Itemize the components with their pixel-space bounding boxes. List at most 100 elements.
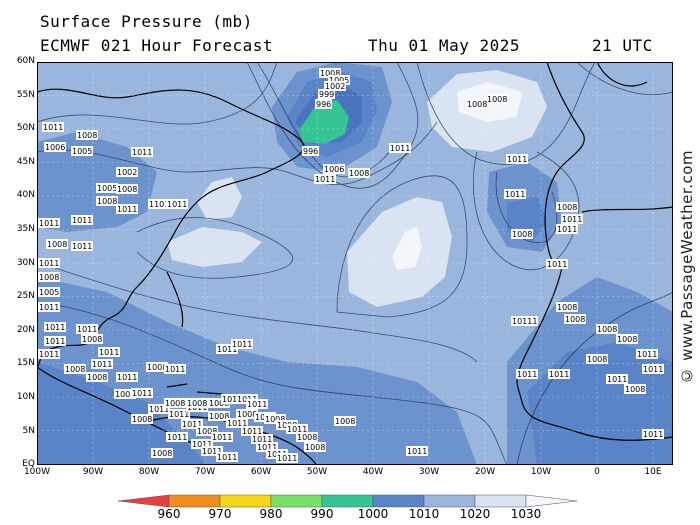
pressure-label-bg [42, 122, 64, 132]
pressure-label: 1011 [39, 303, 59, 312]
lat-tick-label: 20N [16, 324, 35, 335]
isobar [495, 171, 558, 244]
pressure-label-bg [116, 184, 138, 194]
pressure-label-bg [596, 324, 618, 334]
pressure-label: 1008 [349, 169, 369, 178]
pressure-label-bg [76, 130, 98, 140]
pressure-label: 1008 [97, 197, 117, 206]
pressure-label: 1011 [92, 360, 112, 369]
lat-tick-label: 30N [16, 257, 35, 268]
isobar [472, 151, 580, 271]
pressure-label-bg [348, 168, 370, 178]
pressure-label: 1011 [39, 350, 59, 359]
pressure-label: 1011 [517, 370, 537, 379]
pressure-label: 1008 [625, 385, 645, 394]
pressure-label-bg [191, 439, 213, 449]
pressure-label: 1011 [99, 348, 119, 357]
forecast-date: Thu 01 May 2025 [368, 36, 520, 55]
pressure-label: 1011 [607, 375, 627, 384]
lon-tick-label: 0 [594, 467, 600, 477]
pressure-label-bg [38, 258, 60, 268]
isobar [37, 301, 508, 465]
pressure-label-bg [208, 411, 230, 421]
pressure-label-bg [624, 384, 646, 394]
isobar [37, 62, 278, 125]
lon-tick-label: 50W [306, 467, 328, 477]
pressure-label-bg [586, 354, 608, 364]
pressure-label-bg [616, 334, 638, 344]
pressure-label-bg [76, 324, 98, 334]
pressure-label-bg [296, 432, 318, 442]
pressure-label: 1008 [512, 230, 532, 239]
pressure-label: 1008 [487, 95, 507, 104]
lat-tick-label: 15N [16, 358, 35, 369]
pressure-label-bg [564, 314, 586, 324]
pressure-label: 1011 [45, 337, 65, 346]
coastline-mediterranean [581, 206, 673, 213]
model-label: ECMWF 021 Hour Forecast [40, 36, 274, 55]
lon-tick-label: 30W [418, 467, 440, 477]
pressure-label-bg [181, 419, 203, 429]
pressure-label: 1011 [72, 242, 92, 251]
pressure-label-bg [561, 214, 583, 224]
lon-tick-label: 10W [530, 467, 552, 477]
pressure-label-bg [44, 322, 66, 332]
pressure-label-bg [38, 272, 60, 282]
pressure-label-bg [319, 68, 341, 78]
pressure-label: 1011 [222, 395, 242, 404]
pressure-label: 1011 [217, 453, 237, 462]
pressure-label-bg [38, 349, 60, 359]
pressure-label: 1011 [643, 430, 663, 439]
pressure-label: 1008 [557, 203, 577, 212]
pressure-label-bg [216, 344, 238, 354]
pressure-label-bg [231, 339, 253, 349]
isobar [37, 261, 478, 363]
pressure-label-bg [164, 364, 186, 374]
pressure-label: 1008 [147, 363, 167, 372]
pressure-label-bg [226, 418, 248, 428]
lat-tick-label: 60N [16, 56, 35, 66]
pressure-label: 1008 [65, 365, 85, 374]
low-zone-core [299, 100, 349, 144]
pressure-label-bg [334, 416, 356, 426]
isobar [576, 62, 673, 96]
pressure-label-bg [164, 398, 186, 408]
lat-tick-label: 55N [16, 89, 35, 100]
pressure-label-bg [264, 414, 286, 424]
pressure-label: 1011 [217, 345, 237, 354]
pressure-label: 1011 [252, 435, 272, 444]
legend-swatch [270, 494, 323, 508]
pressure-label: 1011 [132, 148, 152, 157]
pressure-label: 1008 [297, 433, 317, 442]
pressure-label-bg [116, 167, 138, 177]
pressure-label-bg [96, 196, 118, 206]
pressure-label-bg [91, 359, 113, 369]
pressure-label: 1011 [277, 454, 297, 463]
pressure-label-bg [71, 146, 93, 156]
pressure-label-bg [221, 394, 243, 404]
pressure-label: 1006 [45, 143, 65, 152]
pressure-label: 1008 [197, 427, 217, 436]
pressure-label: 1011 [149, 405, 169, 414]
lon-tick-label: 40W [362, 467, 384, 477]
pressure-label: 1011 [45, 323, 65, 332]
pressure-label-bg [166, 199, 188, 209]
pressure-label: 1011 [407, 447, 427, 456]
pressure-label: 1008 [82, 335, 102, 344]
pressure-label: 996 [316, 100, 331, 109]
pressure-label: 1008 [87, 373, 107, 382]
pressure-label: 1011 [557, 225, 577, 234]
pressure-label-bg [211, 432, 233, 442]
pressure-label-bg [98, 347, 120, 357]
pressure-label-bg [511, 229, 533, 239]
pressure-label-bg [323, 164, 345, 174]
pressure-label: 1011 [315, 175, 335, 184]
pressure-label-bg [328, 75, 350, 85]
pressure-label-bg [246, 399, 268, 409]
legend-label: 1010 [408, 507, 440, 521]
pressure-label-bg [148, 199, 175, 209]
pressure-label-bg [236, 409, 258, 419]
pressure-label: 1011 [390, 144, 410, 153]
pressure-label-bg [406, 446, 428, 456]
